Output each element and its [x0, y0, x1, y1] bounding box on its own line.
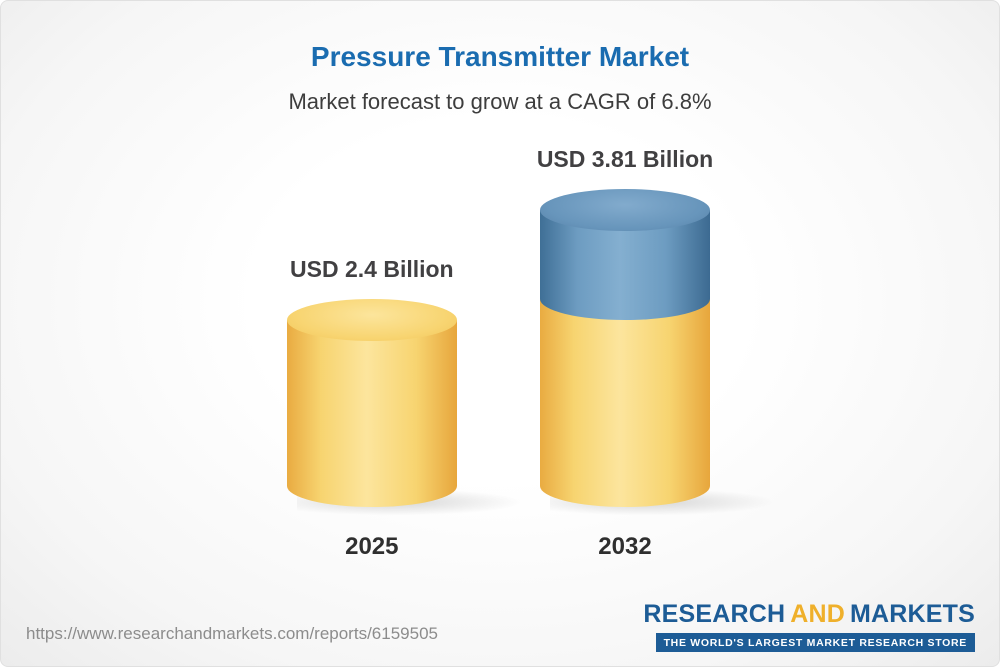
bar-segment-base-2032	[540, 298, 710, 507]
logo-tagline: THE WORLD'S LARGEST MARKET RESEARCH STOR…	[655, 633, 975, 652]
chart-subtitle: Market forecast to grow at a CAGR of 6.8…	[288, 89, 712, 114]
bar-segment-growth-2032	[540, 188, 710, 320]
bar-group-2032: USD 3.81 Billion 2032	[536, 145, 780, 561]
x-axis-tick-2032: 2032	[598, 533, 652, 560]
logo-word-and: AND	[790, 600, 845, 628]
value-label-2032: USD 3.81 Billion	[536, 145, 714, 172]
cylinder-top-ellipse-2032	[540, 188, 710, 231]
cylinder-2032	[540, 188, 780, 517]
bar-segment-base-2025	[286, 298, 457, 507]
logo-word-markets: MARKETS	[849, 600, 975, 628]
value-label-2025: USD 2.4 Billion	[290, 255, 454, 282]
logo-wordmark: RESEARCH AND MARKETS	[643, 600, 975, 629]
cylinder-2025	[286, 298, 527, 517]
x-axis-tick-2025: 2025	[345, 533, 399, 560]
cylinder-bar-chart: USD 2.4 Billion 2025 USD 3.81 Billion 20…	[1, 146, 999, 561]
cylinder-top-ellipse-2025	[286, 298, 457, 341]
bar-group-2025: USD 2.4 Billion 2025	[286, 255, 527, 561]
logo-word-research: RESEARCH	[643, 600, 786, 628]
report-url-link[interactable]: https://www.researchandmarkets.com/repor…	[26, 624, 438, 643]
chart-title: Pressure Transmitter Market	[310, 41, 690, 72]
researchandmarkets-logo: RESEARCH AND MARKETS THE WORLD'S LARGEST M…	[643, 600, 975, 652]
chart-header: Pressure Transmitter Market Market forec…	[1, 1, 999, 115]
